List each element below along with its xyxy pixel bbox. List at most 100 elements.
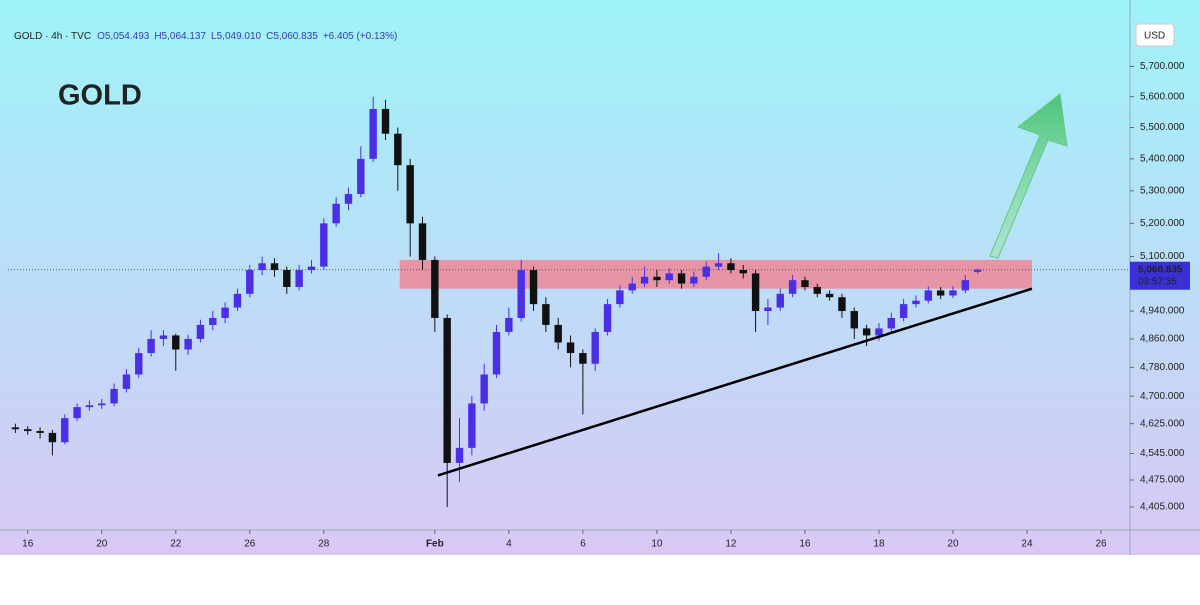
y-tick-label: 4,860.000 [1140, 334, 1185, 345]
candle-body [603, 304, 612, 332]
candle-body [431, 259, 439, 318]
candle-body [961, 280, 970, 291]
candle-body [628, 283, 636, 291]
candle-body [776, 293, 784, 308]
y-tick-label: 4,780.000 [1140, 362, 1185, 373]
candle-body [764, 307, 772, 312]
y-tick-label: 5,600.000 [1140, 91, 1185, 102]
candle-body [591, 331, 599, 364]
candle-body [875, 328, 883, 336]
candle-body [48, 432, 57, 443]
candle-body [492, 331, 501, 375]
candle-body [566, 342, 575, 354]
x-tick-label: 26 [244, 539, 256, 550]
candle-body [11, 427, 20, 430]
x-tick-label: 4 [506, 539, 512, 550]
y-tick-label: 5,200.000 [1140, 218, 1185, 229]
x-tick-label: 16 [799, 539, 811, 550]
x-tick-label: 10 [651, 539, 663, 550]
candle-body [406, 165, 414, 224]
candle-body [172, 335, 180, 350]
candle-body [246, 270, 254, 294]
low-text: L5,049.010 [211, 31, 261, 42]
candle-body [727, 263, 735, 271]
x-tick-label: 18 [873, 539, 885, 550]
candle-body [505, 317, 513, 332]
candle-body [924, 290, 932, 301]
candle-body [36, 431, 44, 433]
candle-body [196, 324, 205, 339]
candle-body [147, 338, 155, 354]
x-tick-label: 6 [580, 539, 586, 550]
trendline [437, 287, 1033, 477]
candle-body [690, 276, 698, 284]
candle-body [862, 328, 871, 336]
candle-body [159, 335, 168, 339]
candle-body [418, 223, 427, 260]
x-tick-label: 24 [1021, 539, 1033, 550]
x-tick-label: 26 [1095, 539, 1107, 550]
candle-body [480, 374, 488, 404]
y-tick-label: 4,625.000 [1140, 418, 1185, 429]
candle-body [135, 353, 143, 375]
candle-body [702, 266, 710, 277]
candle-body [110, 388, 118, 404]
candle-body [381, 108, 390, 134]
candle-body [529, 270, 538, 305]
candle-body [344, 194, 353, 204]
change-text: +6.405 (+0.13%) [323, 31, 398, 42]
candle-body [542, 304, 550, 325]
last-price-box [1130, 261, 1190, 290]
y-tick-label: 5,300.000 [1140, 185, 1185, 196]
chart-title: GOLD [58, 80, 142, 112]
candle-body [739, 270, 747, 274]
y-tick-label: 5,700.000 [1140, 61, 1185, 72]
candle-body [233, 293, 242, 308]
candle-body [122, 374, 131, 389]
candle-body [653, 276, 661, 281]
x-tick-label: 12 [725, 539, 737, 550]
candle-body [838, 297, 846, 312]
candle-body [912, 300, 920, 305]
candle-body [394, 133, 402, 166]
candle-body [887, 317, 895, 329]
candle-body [98, 403, 106, 406]
candle-body [307, 266, 316, 271]
candle-body [714, 263, 723, 267]
last-price-label: 5,060.835 [1138, 264, 1183, 275]
y-tick-label: 4,700.000 [1140, 391, 1185, 402]
x-tick-label: 20 [96, 539, 108, 550]
candle-body [751, 273, 760, 312]
y-tick-label: 4,545.000 [1140, 448, 1185, 459]
currency-box [1135, 23, 1175, 47]
candle-body [899, 304, 908, 318]
candle-body [270, 263, 279, 271]
symbol: GOLD · 4h · TVC [14, 31, 91, 42]
candle-body [61, 418, 69, 443]
arrow [989, 93, 1068, 259]
x-tick-label: 28 [318, 539, 330, 550]
y-tick-label: 5,400.000 [1140, 153, 1185, 164]
candle-body [221, 307, 229, 318]
close-text: C5,060.835 [266, 31, 318, 42]
candle-body [295, 270, 303, 287]
candle-body [283, 270, 291, 287]
open-text: O5,054.493 [97, 31, 150, 42]
candle-body [949, 290, 957, 296]
countdown: 03:57:35 [1138, 276, 1177, 287]
candle-body [369, 108, 377, 159]
candle-body [357, 158, 365, 195]
candle-body [825, 293, 834, 298]
high-text: H5,064.137 [154, 31, 206, 42]
candle-body [973, 269, 982, 272]
header: GOLD · 4h · TVC O5,054.493 H5,064.137 L5,04… [14, 31, 397, 42]
candle-body [24, 429, 32, 432]
candle-body [85, 405, 94, 408]
candle-body [443, 317, 451, 463]
x-tick-label: 22 [170, 539, 182, 550]
candle-body [73, 407, 81, 419]
y-tick-label: 4,940.000 [1140, 306, 1185, 317]
candle-body [850, 311, 858, 329]
